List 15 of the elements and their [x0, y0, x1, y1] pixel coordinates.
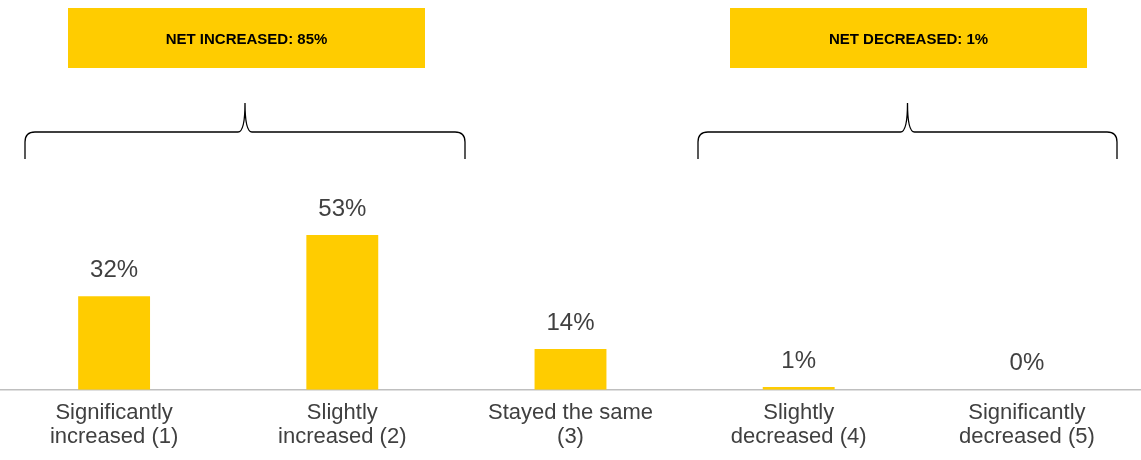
x-tick-label: Slightly increased (2): [278, 399, 407, 448]
bar: [78, 296, 151, 390]
data-label: 53%: [318, 193, 367, 221]
x-tick-label: Stayed the same (3): [487, 399, 654, 448]
x-tick-label: Significantly increased (1): [49, 399, 179, 448]
data-label: 0%: [1009, 348, 1045, 376]
text: NET INCREASED: 85%: [68, 8, 425, 68]
x-tick-label: Slightly decreased (4): [730, 399, 867, 448]
data-label: 32%: [90, 254, 139, 282]
data-label: 1%: [781, 345, 817, 373]
bar: [534, 348, 607, 390]
data-label: 14%: [546, 307, 595, 335]
bar: [306, 235, 379, 390]
x-tick-label: Significantly decreased (5): [959, 399, 1095, 448]
text: NET DECREASED: 1%: [730, 8, 1087, 68]
